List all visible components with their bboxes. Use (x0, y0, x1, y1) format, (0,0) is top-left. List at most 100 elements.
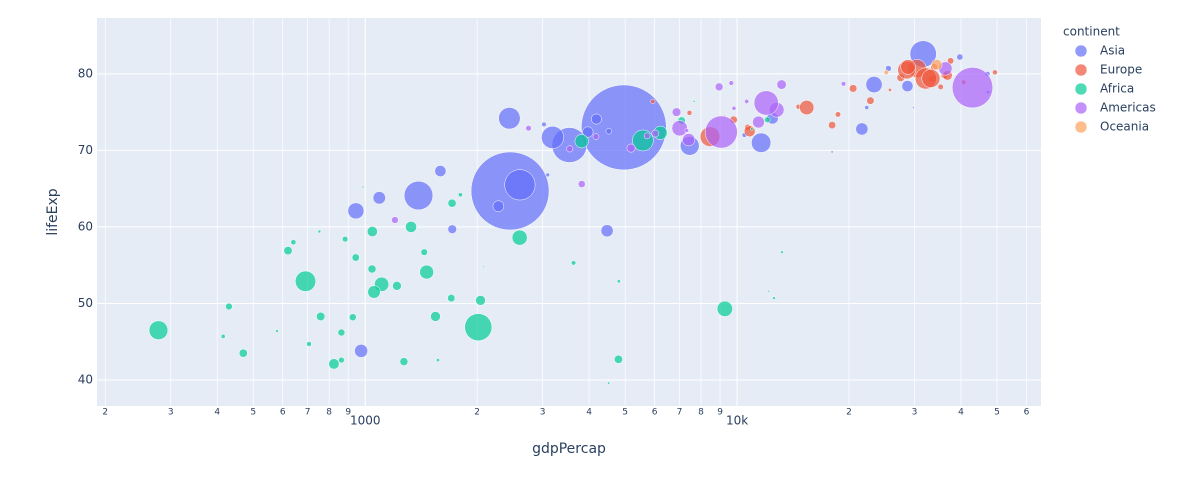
bubble[interactable] (420, 248, 428, 256)
bubble[interactable] (937, 83, 944, 90)
bubble[interactable] (671, 107, 682, 117)
bubble[interactable] (799, 100, 815, 116)
bubble[interactable] (316, 311, 326, 321)
bubble[interactable] (830, 150, 834, 154)
bubble[interactable] (482, 265, 485, 268)
bubble[interactable] (607, 381, 611, 385)
bubble[interactable] (776, 79, 787, 90)
bubble[interactable] (290, 239, 297, 246)
bubble[interactable] (361, 185, 365, 189)
bubble[interactable] (577, 180, 586, 188)
legend-label[interactable]: Europe (1100, 63, 1142, 77)
bubble[interactable] (600, 224, 614, 238)
bubble[interactable] (992, 69, 998, 76)
bubble[interactable] (391, 216, 399, 224)
bubble[interactable] (780, 250, 784, 254)
bubble[interactable] (888, 88, 892, 92)
bubble[interactable] (372, 191, 386, 205)
bubble[interactable] (351, 253, 360, 262)
bubble[interactable] (864, 105, 870, 110)
bubble[interactable] (317, 229, 322, 234)
bubble[interactable] (912, 106, 915, 109)
bubble[interactable] (328, 358, 340, 370)
bubble[interactable] (616, 279, 621, 284)
bubble[interactable] (366, 226, 378, 237)
bubble[interactable] (295, 270, 317, 292)
bubble[interactable] (835, 111, 841, 118)
bubble[interactable] (342, 236, 349, 243)
bubble[interactable] (651, 129, 660, 138)
bubble[interactable] (275, 329, 279, 333)
bubble[interactable] (436, 358, 440, 362)
bubble[interactable] (447, 198, 457, 208)
bubble[interactable] (951, 67, 994, 109)
bubble[interactable] (626, 143, 636, 153)
bubble[interactable] (943, 59, 946, 61)
bubble[interactable] (686, 110, 693, 116)
bubble[interactable] (632, 129, 654, 152)
bubble[interactable] (220, 334, 226, 339)
bubble[interactable] (566, 145, 574, 153)
bubble[interactable] (605, 128, 612, 135)
bubble[interactable] (347, 202, 365, 220)
bubble[interactable] (582, 126, 594, 138)
bubble[interactable] (475, 295, 486, 306)
bubble[interactable] (430, 311, 441, 322)
bubble[interactable] (511, 229, 528, 246)
bubble[interactable] (828, 121, 837, 130)
bubble[interactable] (921, 69, 941, 88)
bubble[interactable] (743, 125, 756, 138)
legend-label[interactable]: Oceania (1100, 120, 1149, 134)
legend-label[interactable]: Americas (1100, 101, 1156, 115)
bubble[interactable] (849, 84, 858, 93)
bubble[interactable] (392, 281, 402, 291)
bubble[interactable] (405, 221, 417, 233)
bubble[interactable] (447, 224, 457, 234)
bubble[interactable] (744, 99, 750, 104)
bubble[interactable] (750, 127, 754, 131)
bubble[interactable] (464, 313, 493, 342)
bubble[interactable] (419, 264, 434, 280)
bubble[interactable] (306, 341, 312, 347)
bubble[interactable] (883, 69, 889, 75)
bubble[interactable] (931, 59, 943, 71)
bubble[interactable] (338, 356, 345, 364)
bubble[interactable] (504, 169, 536, 201)
bubble[interactable] (225, 302, 233, 311)
bubble[interactable] (865, 76, 883, 94)
bubble[interactable] (772, 296, 776, 300)
bubble[interactable] (283, 246, 293, 256)
bubble[interactable] (545, 172, 550, 178)
bubble[interactable] (434, 165, 447, 177)
bubble[interactable] (643, 132, 651, 140)
bubble[interactable] (525, 125, 532, 132)
bubble[interactable] (238, 348, 248, 358)
bubble[interactable] (440, 184, 442, 186)
bubble[interactable] (403, 180, 434, 211)
bubble[interactable] (682, 133, 696, 147)
bubble[interactable] (752, 115, 765, 129)
bubble[interactable] (855, 122, 869, 136)
bubble[interactable] (840, 81, 847, 87)
bubble[interactable] (692, 100, 696, 103)
bubble[interactable] (866, 96, 875, 105)
bubble[interactable] (349, 313, 357, 322)
bubble[interactable] (614, 354, 623, 364)
bubble[interactable] (581, 84, 667, 171)
bubble[interactable] (498, 107, 521, 130)
bubble[interactable] (716, 300, 733, 317)
bubble[interactable] (574, 134, 589, 149)
bubble[interactable] (764, 116, 771, 123)
bubble[interactable] (714, 82, 724, 92)
bubble[interactable] (354, 344, 368, 358)
bubble[interactable] (704, 115, 738, 149)
legend-label[interactable]: Asia (1100, 44, 1125, 58)
bubble[interactable] (684, 128, 689, 133)
bubble[interactable] (731, 105, 737, 111)
bubble[interactable] (591, 113, 602, 125)
bubble[interactable] (900, 59, 916, 75)
bubble[interactable] (767, 290, 770, 293)
bubble[interactable] (592, 133, 600, 140)
bubble[interactable] (541, 125, 564, 149)
bubble[interactable] (367, 285, 381, 299)
